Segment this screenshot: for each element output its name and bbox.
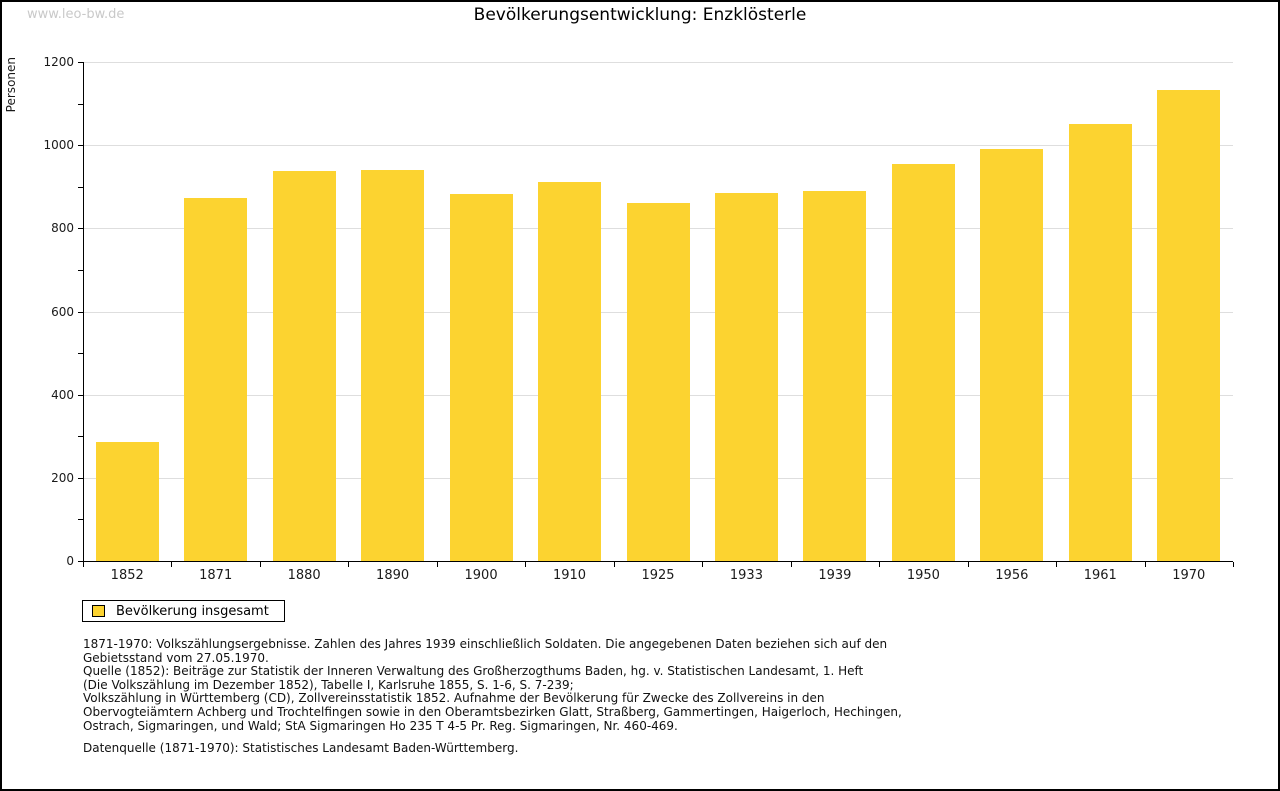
x-tick-label: 1961 xyxy=(1083,568,1117,583)
footnote-line: 1871-1970: Volkszählungsergebnisse. Zahl… xyxy=(83,637,888,651)
x-tick-label: 1890 xyxy=(376,568,410,583)
bar xyxy=(95,441,159,561)
y-tick xyxy=(78,394,83,396)
y-tick xyxy=(78,103,83,105)
footnote-line: (Die Volkszählung im Dezember 1852), Tab… xyxy=(83,677,574,692)
x-axis xyxy=(82,561,1233,562)
x-tick xyxy=(702,562,704,567)
x-tick xyxy=(1233,562,1234,567)
bar xyxy=(626,202,690,561)
y-tick xyxy=(78,228,83,230)
datasource-line: Datenquelle (1871-1970): Statistisches L… xyxy=(83,741,519,756)
y-tick-label: 1200 xyxy=(43,55,74,69)
bar xyxy=(449,193,513,561)
y-tick xyxy=(78,353,83,355)
bar xyxy=(1157,89,1221,561)
x-tick-label: 1970 xyxy=(1172,568,1206,583)
y-tick xyxy=(78,269,83,271)
y-tick-label: 600 xyxy=(51,304,74,319)
x-tick-label: 1900 xyxy=(464,568,498,583)
bar xyxy=(272,170,336,561)
bar xyxy=(714,192,778,561)
footnote-line: Gebietsstand vom 27.05.1970. xyxy=(83,650,269,665)
y-tick-label: 1000 xyxy=(43,138,74,153)
x-tick-label: 1933 xyxy=(729,568,763,583)
y-tick xyxy=(78,561,83,562)
x-tick-label: 1871 xyxy=(199,568,233,583)
x-tick xyxy=(259,562,261,567)
page-title: Bevölkerungsentwicklung: Enzklösterle xyxy=(473,5,807,25)
bar xyxy=(538,182,602,561)
footnote-line: Quelle (1852): Beiträge zur Statistik de… xyxy=(83,664,864,679)
bar xyxy=(361,169,425,561)
y-axis xyxy=(83,62,84,561)
y-tick xyxy=(78,62,83,63)
y-tick-label: 800 xyxy=(51,221,74,236)
x-tick xyxy=(171,562,173,567)
legend: Bevölkerung insgesamt xyxy=(82,600,285,622)
bar xyxy=(184,197,248,561)
y-tick-label: 0 xyxy=(66,554,74,568)
y-tick-label: 200 xyxy=(51,470,74,485)
footnote-line: Volkszählung in Württemberg (CD), Zollve… xyxy=(83,691,825,706)
legend-swatch-icon xyxy=(92,605,105,617)
x-tick-label: 1852 xyxy=(110,568,144,583)
gridline xyxy=(83,145,1233,147)
bar xyxy=(1068,124,1132,561)
x-tick xyxy=(436,562,438,567)
x-tick-label: 1956 xyxy=(995,568,1029,583)
bar xyxy=(891,163,955,561)
x-tick-label: 1925 xyxy=(641,568,675,583)
x-tick xyxy=(525,562,527,567)
x-tick xyxy=(790,562,792,567)
y-tick-label: 400 xyxy=(51,387,74,402)
gridline xyxy=(83,62,1233,63)
footnote-line: Obervogteiämtern Achberg und Trochtelfin… xyxy=(83,704,902,719)
x-tick xyxy=(1056,562,1058,567)
x-tick xyxy=(613,562,615,567)
y-tick xyxy=(78,477,83,479)
y-tick xyxy=(78,186,83,188)
footnote-line: Ostrach, Sigmaringen, und Wald; StA Sigm… xyxy=(83,718,678,733)
y-tick xyxy=(78,311,83,313)
x-tick xyxy=(348,562,350,567)
x-tick xyxy=(83,562,84,567)
x-tick xyxy=(967,562,969,567)
watermark: www.leo-bw.de xyxy=(27,7,125,22)
y-tick xyxy=(78,519,83,521)
legend-label: Bevölkerung insgesamt xyxy=(116,603,269,619)
x-tick xyxy=(879,562,881,567)
x-tick-label: 1910 xyxy=(552,568,587,583)
footnotes: 1871-1970: Volkszählungsergebnisse. Zahl… xyxy=(83,637,902,756)
x-tick xyxy=(1144,562,1146,567)
y-tick xyxy=(78,145,83,147)
y-tick xyxy=(78,436,83,438)
x-tick-label: 1950 xyxy=(906,568,940,583)
x-tick-label: 1880 xyxy=(287,568,321,583)
bar xyxy=(980,149,1044,561)
x-tick-label: 1939 xyxy=(818,568,852,583)
footnote-lines: 1871-1970: Volkszählungsergebnisse. Zahl… xyxy=(83,637,902,733)
bar xyxy=(803,190,867,561)
